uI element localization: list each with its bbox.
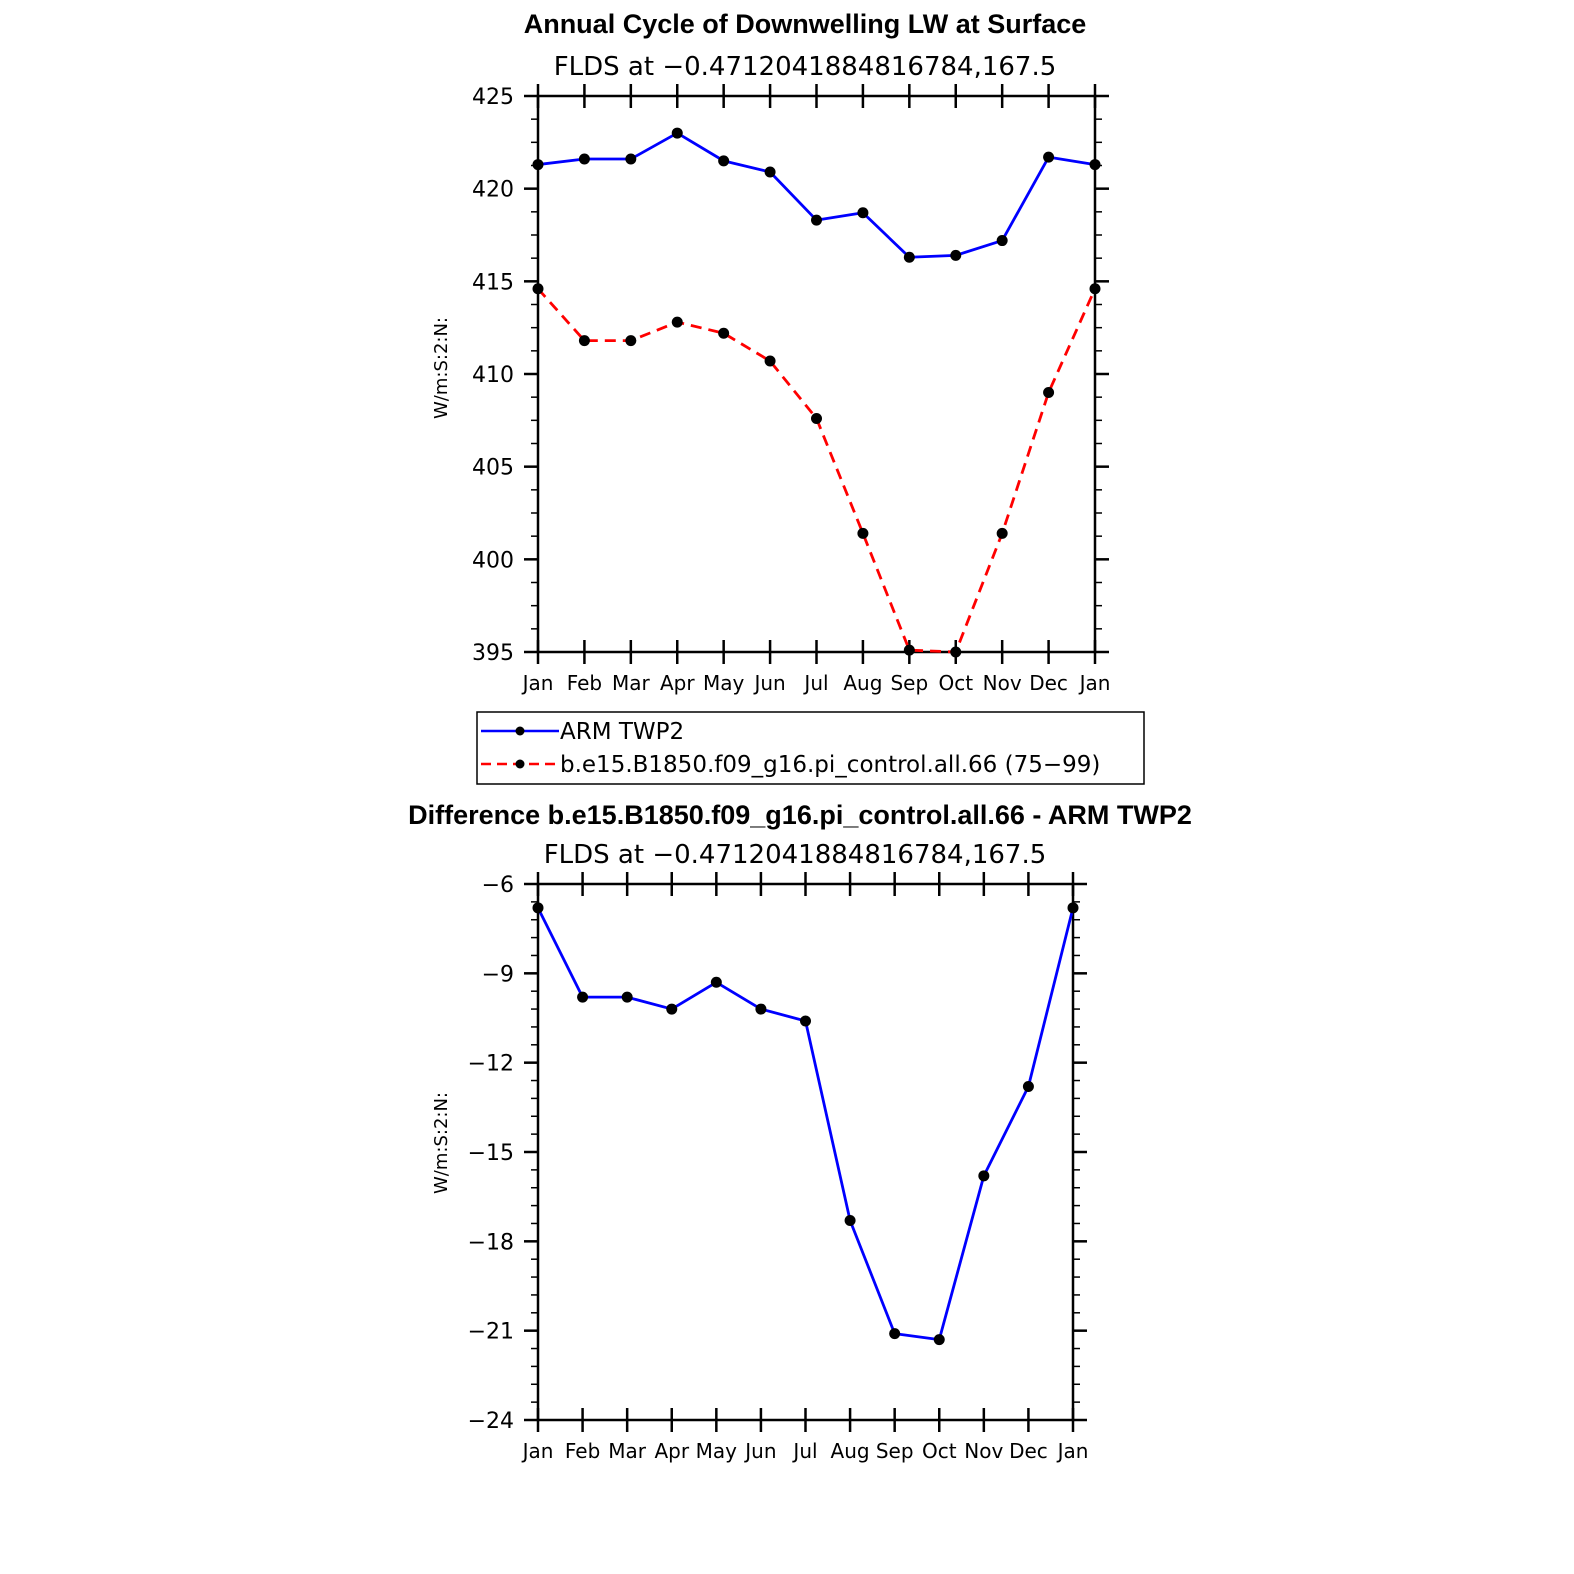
top-xtick-label: Jan <box>521 671 554 695</box>
top-series-1-point <box>950 646 962 658</box>
top-chart-ylabel: W/m:S:2:N: <box>431 317 452 419</box>
top-xtick-label: Nov <box>983 671 1022 695</box>
top-series-1-point <box>764 355 776 367</box>
top-chart-title: Annual Cycle of Downwelling LW at Surfac… <box>524 9 1087 39</box>
top-series-0-point <box>625 153 637 165</box>
bottom-series-0-point <box>800 1015 811 1027</box>
top-series-0-point <box>1043 151 1055 163</box>
bottom-chart-plot: −6 −9 −12 −15 −18 −21 −24 Jan Feb Mar Apr May Jun Jul… <box>468 872 1089 1463</box>
bottom-series-0-point <box>621 991 633 1003</box>
bottom-series-0-point <box>755 1003 767 1015</box>
top-series-0-point <box>811 214 822 226</box>
bottom-series-line-0 <box>536 907 1075 1341</box>
top-series-0-point <box>857 207 869 219</box>
top-series-1-point <box>1043 387 1055 399</box>
top-series-1-point <box>857 527 869 539</box>
top-xtick-label: Sep <box>890 671 928 695</box>
top-series-1-point <box>811 412 822 424</box>
bottom-ytick-label: −24 <box>468 1409 514 1434</box>
bottom-xtick-label: Jan <box>1056 1439 1089 1463</box>
top-series-0-point <box>718 155 730 167</box>
bottom-ytick-label: −12 <box>468 1052 514 1077</box>
top-ytick-label: 395 <box>472 641 514 666</box>
top-xtick-label: Oct <box>938 671 973 695</box>
top-xtick-label: Jun <box>752 671 785 695</box>
top-xtick-label: Jul <box>802 671 828 695</box>
top-series-1-point <box>903 644 915 656</box>
bottom-xtick-label: Jul <box>791 1439 817 1463</box>
top-series-0-point <box>532 159 544 171</box>
bottom-xtick-label: Feb <box>565 1439 600 1463</box>
bottom-ytick-label: −15 <box>468 1141 514 1166</box>
bottom-series-0-point <box>532 902 544 914</box>
bottom-xtick-label: Aug <box>831 1439 870 1463</box>
bottom-xtick-label: Nov <box>964 1439 1003 1463</box>
top-xtick-label: Aug <box>843 671 882 695</box>
legend: ARM TWP2 b.e15.B1850.f09_g16.pi_control.… <box>476 711 1145 785</box>
top-series-1-point <box>718 327 730 339</box>
bottom-plot-frame <box>536 882 1075 1422</box>
bottom-xtick-label: May <box>696 1439 738 1463</box>
top-xtick-label: Mar <box>612 671 651 695</box>
bottom-series-0-point <box>1022 1080 1034 1092</box>
legend-marker-model <box>515 759 525 769</box>
top-ytick-label: 425 <box>472 85 514 110</box>
top-xtick-label: May <box>703 671 745 695</box>
bottom-xtick-label: Sep <box>876 1439 914 1463</box>
bottom-series-0-point <box>710 976 722 988</box>
top-series-0-point <box>671 127 683 139</box>
top-series-1-point <box>671 316 683 328</box>
bottom-series-0-point <box>889 1328 901 1340</box>
bottom-series-0-point <box>844 1214 856 1226</box>
top-series-line-0 <box>537 131 1096 259</box>
legend-marker-arm <box>515 726 525 736</box>
top-chart-plot: 425 420 415 410 405 400 395 Jan Feb Mar Apr May Jun J… <box>472 84 1110 695</box>
bottom-xtick-label: Mar <box>608 1439 647 1463</box>
top-plot-frame <box>536 94 1097 654</box>
bottom-chart-subtitle: FLDS at −0.4712041884816784,167.5 <box>544 840 1047 870</box>
legend-label-model: b.e15.B1850.f09_g16.pi_control.all.66 (7… <box>560 752 1100 778</box>
bottom-series-0-point <box>577 991 589 1003</box>
top-series-0-point <box>578 153 590 165</box>
bottom-ytick-label: −6 <box>482 873 514 898</box>
bottom-xtick-label: Jan <box>521 1439 554 1463</box>
legend-box <box>476 711 1145 785</box>
top-series-0-point <box>764 166 776 178</box>
top-series-1-point <box>578 335 590 347</box>
legend-label-arm: ARM TWP2 <box>560 719 684 745</box>
top-ytick-label: 420 <box>472 178 514 203</box>
top-ytick-label: 400 <box>472 548 514 573</box>
bottom-series-0-point <box>978 1170 990 1182</box>
top-xtick-label: Jan <box>1078 671 1111 695</box>
top-chart-subtitle: FLDS at −0.4712041884816784,167.5 <box>554 52 1057 82</box>
top-xtick-label: Dec <box>1029 671 1068 695</box>
bottom-series-0-point <box>666 1003 678 1015</box>
top-ytick-label: 410 <box>472 363 514 388</box>
bottom-xtick-label: Oct <box>922 1439 957 1463</box>
bottom-series-0-point <box>1067 902 1079 914</box>
bottom-ytick-label: −21 <box>468 1320 514 1345</box>
top-series-0-point <box>950 249 962 261</box>
bottom-chart-ylabel: W/m:S:2:N: <box>431 1092 452 1194</box>
top-series-1-point <box>625 335 637 347</box>
top-ytick-label: 405 <box>472 456 514 481</box>
bottom-ytick-label: −9 <box>482 962 514 987</box>
top-series-1-point <box>996 527 1008 539</box>
bottom-xtick-label: Dec <box>1009 1439 1048 1463</box>
bottom-series-0-point <box>933 1334 945 1346</box>
top-series-1-point <box>1089 283 1101 295</box>
top-ytick-label: 415 <box>472 270 514 295</box>
top-series-line-1 <box>536 287 1097 654</box>
bottom-xtick-label: Apr <box>654 1439 689 1463</box>
top-series-0-point <box>1089 159 1101 171</box>
top-series-1-point <box>532 283 544 295</box>
top-series-0-point <box>996 235 1008 247</box>
top-series-0-point <box>903 251 915 263</box>
top-xtick-label: Apr <box>660 671 695 695</box>
bottom-xtick-label: Jun <box>743 1439 776 1463</box>
top-xtick-label: Feb <box>567 671 602 695</box>
bottom-ytick-label: −18 <box>468 1230 514 1255</box>
bottom-chart-title: Difference b.e15.B1850.f09_g16.pi_contro… <box>408 800 1192 830</box>
